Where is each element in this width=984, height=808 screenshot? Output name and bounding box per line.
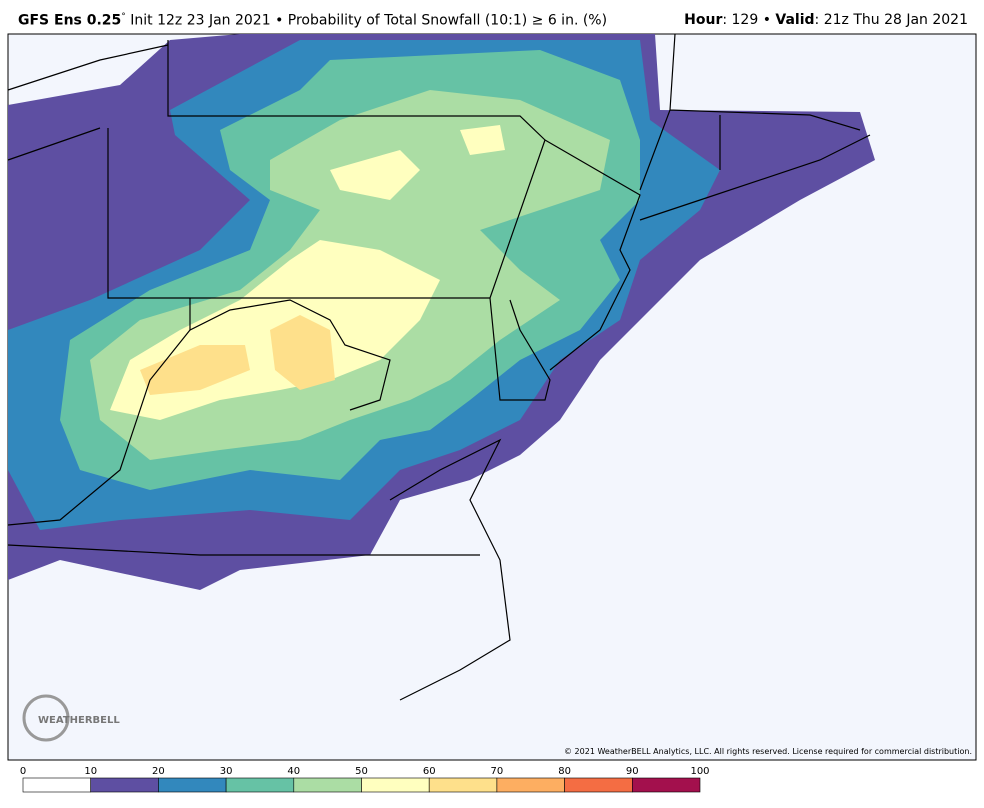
legend-swatch [158, 777, 227, 793]
legend-swatch [496, 777, 565, 793]
legend-swatch [90, 777, 159, 793]
legend-swatch [564, 777, 633, 793]
header-left: GFS Ens 0.25° Init 12z 23 Jan 2021 • Pro… [18, 12, 607, 29]
legend-tick-label: 10 [84, 766, 97, 777]
logo: WEATHERBELL [22, 694, 120, 742]
legend-swatch [631, 777, 701, 793]
legend-swatch [22, 777, 91, 793]
legend-tick-label: 20 [152, 766, 165, 777]
degree: ° [121, 12, 126, 22]
copyright: © 2021 WeatherBELL Analytics, LLC. All r… [564, 747, 972, 756]
hour-label: Hour [684, 12, 723, 28]
legend-swatch [428, 777, 498, 793]
snow-probability [8, 34, 875, 590]
legend-tick-label: 50 [355, 766, 368, 777]
legend-tick-label: 100 [690, 766, 709, 777]
model: GFS Ens 0.25 [18, 12, 122, 29]
boundaries [7, 33, 871, 701]
logo-text: WEATHERBELL [38, 715, 120, 726]
legend-tick-label: 80 [558, 766, 571, 777]
valid-value: : 21z Thu 28 Jan 2021 [814, 12, 968, 28]
legend-swatch [293, 777, 362, 793]
legend-tick-label: 70 [491, 766, 504, 777]
description: Init 12z 23 Jan 2021 • Probability of To… [125, 12, 608, 29]
hour-value: : 129 • [722, 12, 776, 28]
valid-label: Valid [775, 12, 815, 28]
legend-tick-label: 60 [423, 766, 436, 777]
legend-swatch [225, 777, 295, 793]
header-right: Hour: 129 • Valid: 21z Thu 28 Jan 2021 [684, 12, 968, 28]
legend-swatch [361, 777, 430, 793]
legend-tick-label: 0 [20, 766, 26, 777]
legend-tick-label: 40 [287, 766, 300, 777]
legend: 0 10 20 30 40 50 60 70 80 90 100 [20, 766, 710, 793]
legend-tick-label: 90 [626, 766, 639, 777]
legend-tick-label: 30 [220, 766, 233, 777]
